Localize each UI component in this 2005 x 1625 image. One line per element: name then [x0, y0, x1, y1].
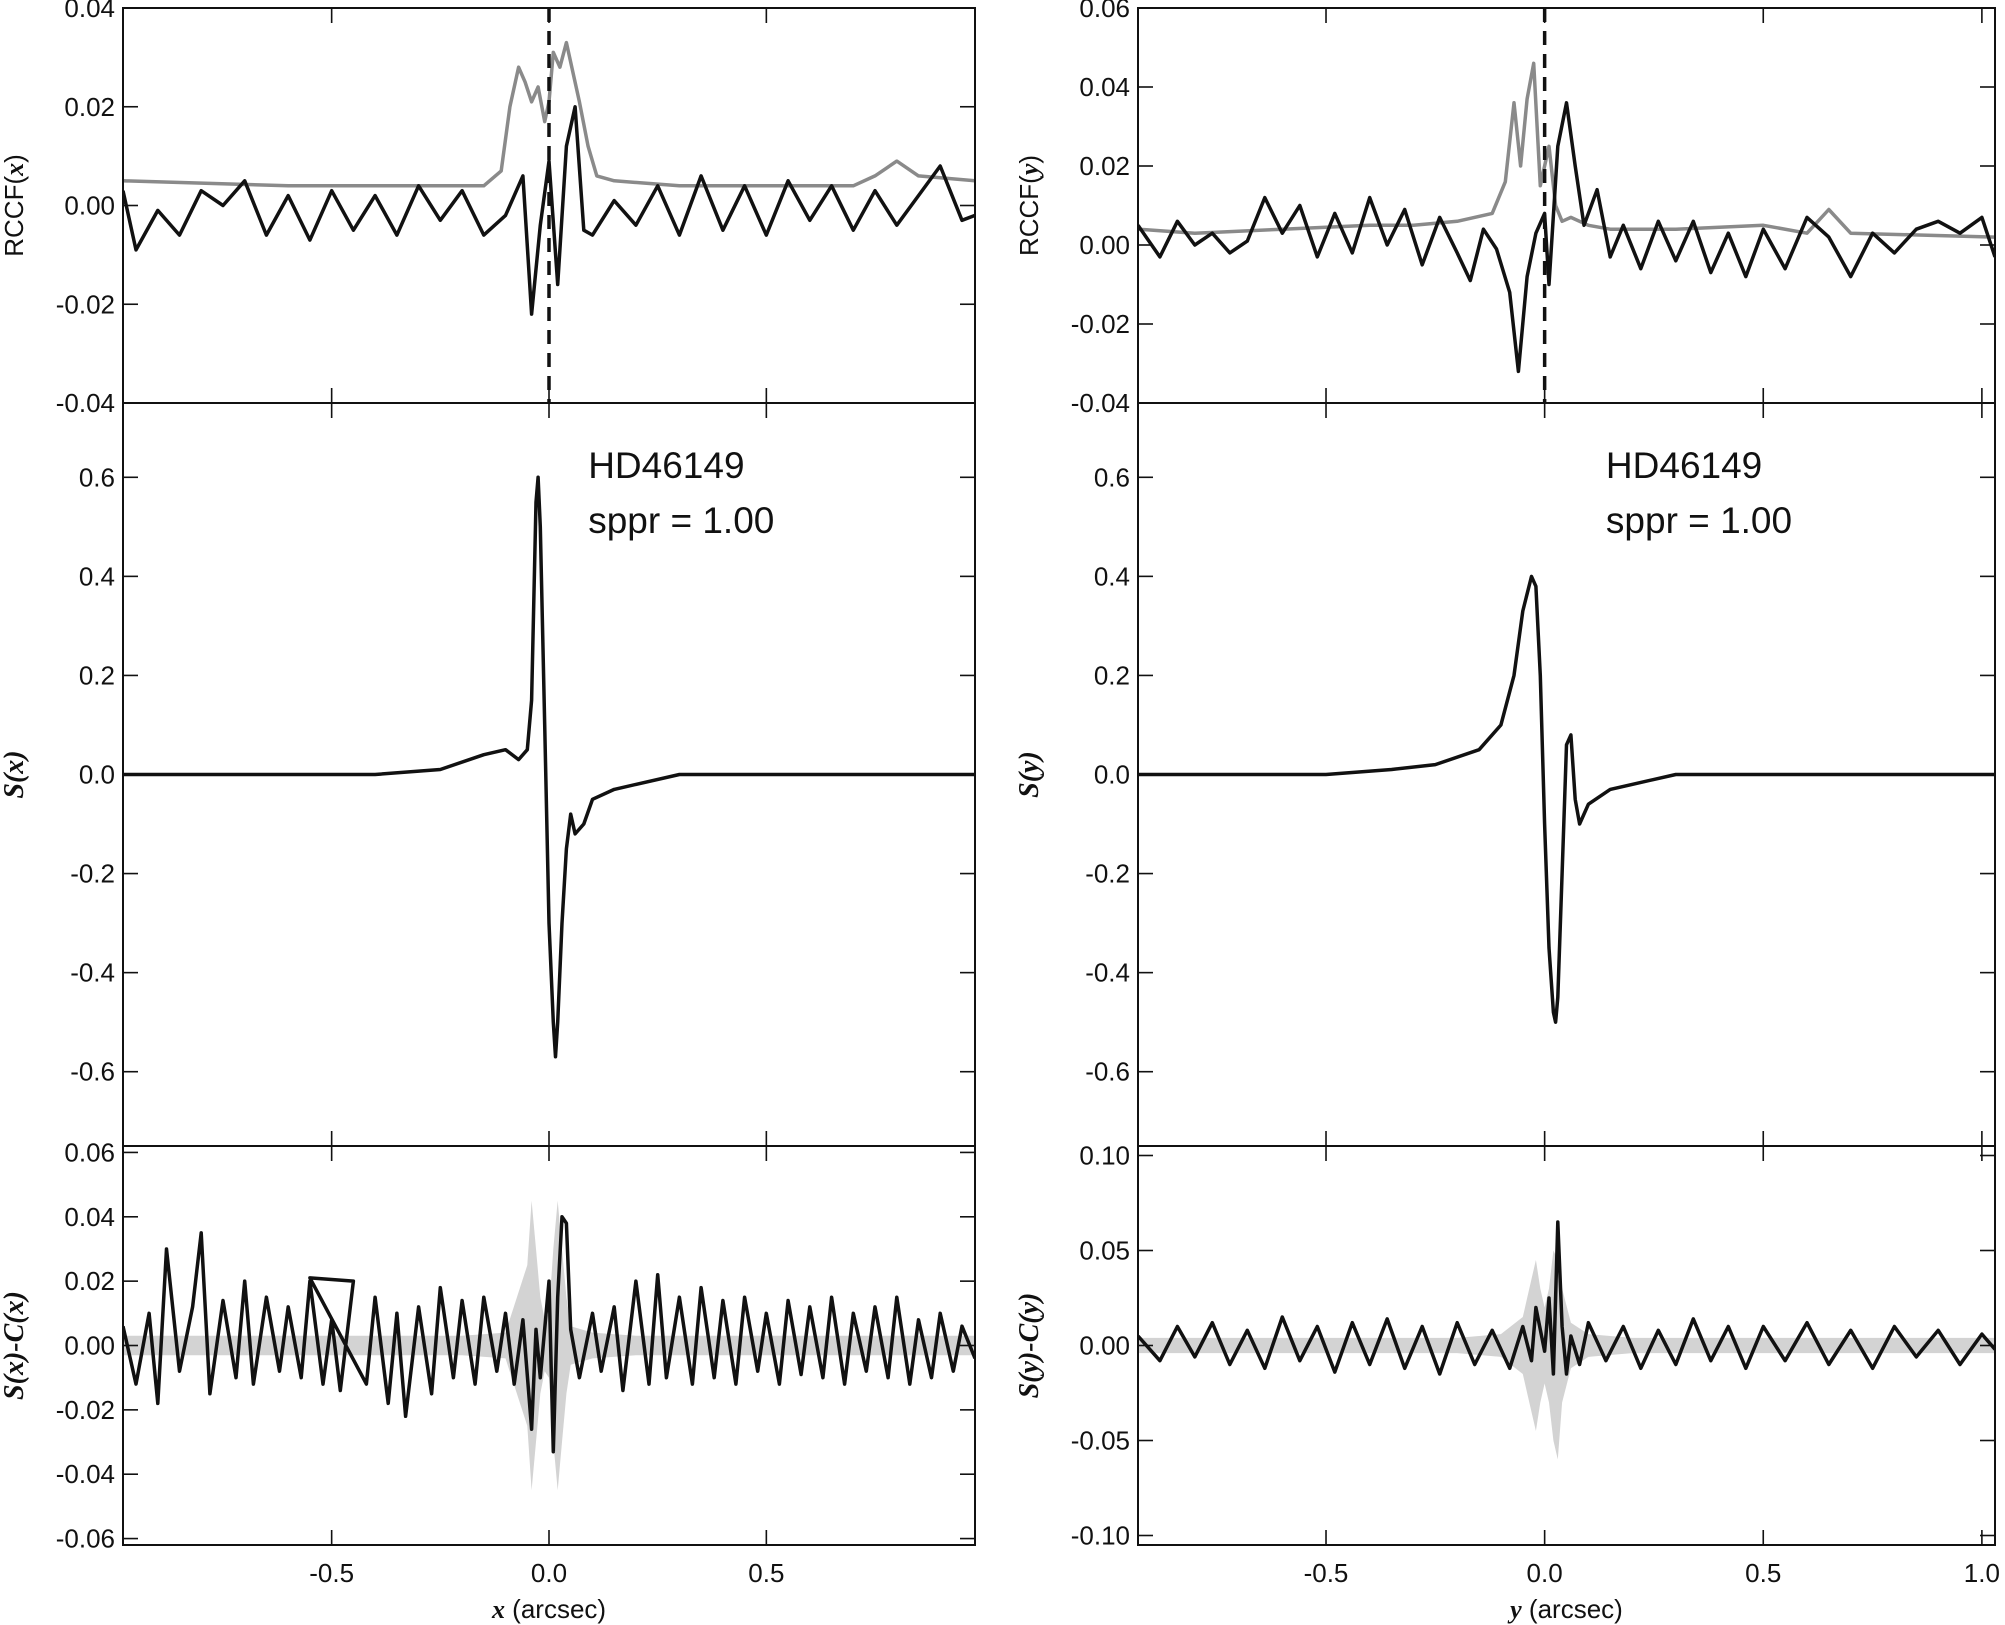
y-tick-label: 0.4	[79, 561, 115, 591]
y-axis-title: S(y)-C(y)	[1014, 1293, 1045, 1399]
plot-area	[123, 40, 975, 316]
x-axis-title: x (arcsec)	[491, 1594, 606, 1624]
star-name-label: HD46149	[588, 445, 744, 486]
y-tick-label: 0.05	[1079, 1236, 1130, 1266]
y-tick-label: -0.2	[70, 859, 115, 889]
x-tick-label: 0.0	[1527, 1558, 1563, 1588]
plot-area	[123, 1200, 975, 1491]
panel-top-right: -0.04 -0.02 0.00 0.02 0.04 0.06 RCCF(y)	[1014, 0, 1996, 418]
x-tick-label: -0.5	[1304, 1558, 1349, 1588]
y-tick-label: -0.04	[56, 388, 115, 418]
y-tick-label: 0.06	[64, 1137, 115, 1167]
y-tick-label: -0.05	[1071, 1426, 1130, 1456]
series-line-0	[1138, 1220, 1995, 1376]
y-tick-label: -0.10	[1071, 1521, 1130, 1551]
panel-bot-left: -0.06 -0.04 -0.02 0.00 0.02 0.04 0.06 -0.5 0.0 0.…	[0, 1137, 976, 1624]
uncertainty-band	[1138, 1250, 1995, 1460]
x-tick-label: 1.0	[1964, 1558, 2000, 1588]
y-tick-label: 0.4	[1094, 561, 1130, 591]
x-tick-label: 0.0	[531, 1558, 567, 1588]
y-axis-title: S(x)	[0, 750, 30, 798]
y-tick-label: -0.6	[70, 1057, 115, 1087]
panel-mid-right: -0.6 -0.4 -0.2 0.0 0.2 0.4 0.6 S(y) HD46149 sppr …	[1014, 402, 1996, 1147]
y-tick-label: 0.00	[1079, 1331, 1130, 1361]
y-tick-label: -0.02	[56, 289, 115, 319]
series-line-0	[1138, 61, 1995, 239]
y-tick-label: 0.02	[1079, 151, 1130, 181]
y-tick-label: 0.2	[1094, 660, 1130, 690]
y-tick-label: -0.4	[1085, 958, 1130, 988]
series-line-0	[123, 1215, 975, 1454]
y-tick-label: -0.4	[70, 958, 115, 988]
panel-bot-right: -0.10 -0.05 0.00 0.05 0.10 -0.5 0.0 0.5 1.0 S(y)-…	[1014, 1141, 2000, 1625]
y-tick-label: 0.00	[1079, 230, 1130, 260]
x-axis-title: y (arcsec)	[1507, 1594, 1623, 1624]
plot-area	[123, 475, 975, 1059]
series-line-1	[123, 105, 975, 316]
y-tick-label: 0.00	[64, 191, 115, 221]
y-tick-label: 0.2	[79, 660, 115, 690]
plot-area	[1138, 574, 1995, 1024]
y-tick-label: -0.04	[56, 1459, 115, 1489]
y-axis-title: S(y)	[1014, 751, 1045, 798]
y-axis-title: RCCF(x)	[0, 154, 29, 257]
y-tick-label: -0.06	[56, 1524, 115, 1554]
y-tick-label: 0.6	[1094, 462, 1130, 492]
y-tick-label: -0.6	[1085, 1057, 1130, 1087]
series-line-1	[1138, 101, 1995, 374]
sppr-label: sppr = 1.00	[1606, 500, 1792, 541]
y-tick-label: -0.04	[1071, 388, 1130, 418]
series-line-0	[123, 475, 975, 1059]
series-line-0	[1138, 574, 1995, 1024]
sppr-label: sppr = 1.00	[588, 500, 774, 541]
y-tick-label: 0.0	[1094, 760, 1130, 790]
y-axis-title: S(x)-C(x)	[0, 1291, 30, 1400]
y-tick-label: 0.02	[64, 1266, 115, 1296]
y-tick-label: 0.10	[1079, 1141, 1130, 1171]
y-tick-label: 0.02	[64, 92, 115, 122]
y-tick-label: 0.06	[1079, 0, 1130, 23]
x-tick-label: -0.5	[309, 1558, 354, 1588]
plot-area	[1138, 1220, 1995, 1460]
x-tick-label: 0.5	[748, 1558, 784, 1588]
y-tick-label: 0.04	[64, 1202, 115, 1232]
plot-area	[1138, 61, 1995, 374]
x-tick-label: 0.5	[1745, 1558, 1781, 1588]
y-axis-title: RCCF(y)	[1014, 155, 1044, 256]
y-tick-label: 0.6	[79, 462, 115, 492]
star-name-label: HD46149	[1606, 445, 1762, 486]
y-tick-label: -0.02	[1071, 309, 1130, 339]
y-tick-label: -0.2	[1085, 859, 1130, 889]
panel-top-left: -0.04 -0.02 0.00 0.02 0.04 RCCF(x)	[0, 0, 976, 418]
y-tick-label: 0.04	[64, 0, 115, 23]
y-tick-label: -0.02	[56, 1395, 115, 1425]
y-tick-label: 0.00	[64, 1331, 115, 1361]
y-tick-label: 0.0	[79, 760, 115, 790]
y-tick-label: 0.04	[1079, 72, 1130, 102]
series-line-0	[123, 40, 975, 188]
